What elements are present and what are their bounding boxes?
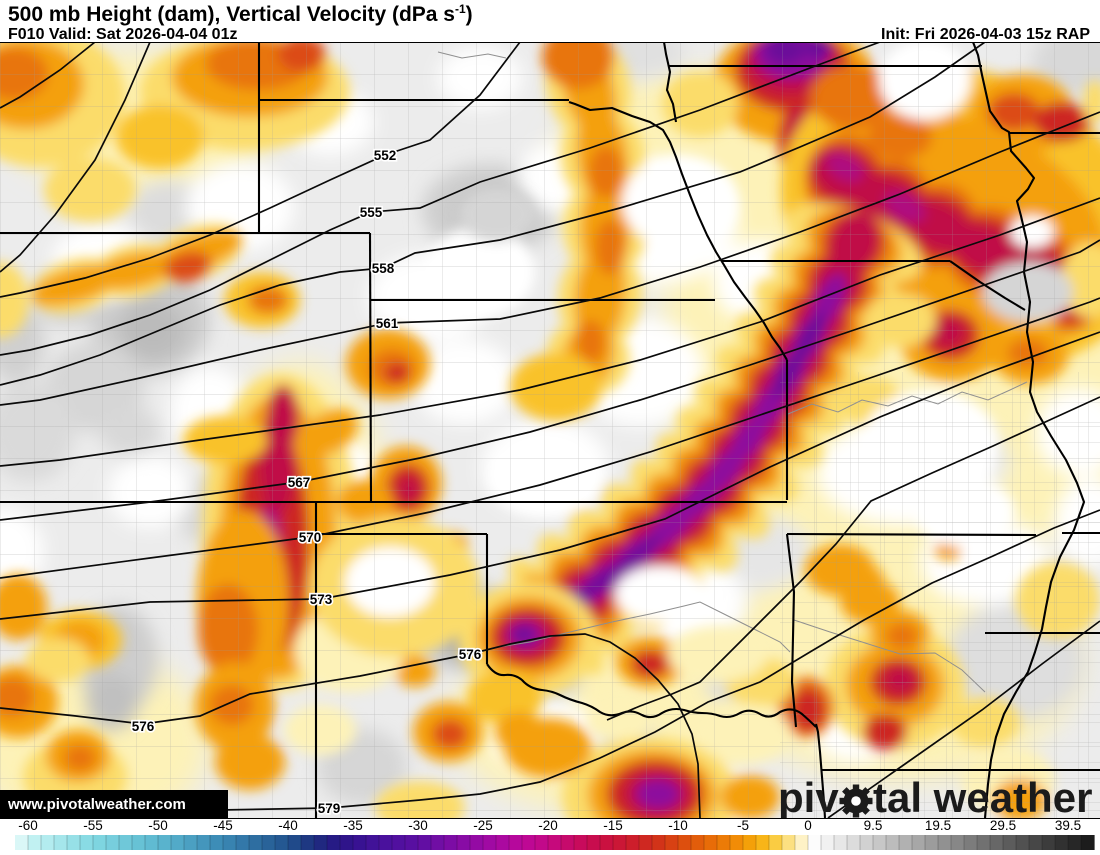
svg-text:tal weather: tal weather [873,774,1092,818]
svg-text:567: 567 [288,475,311,490]
svg-text:573: 573 [310,592,333,607]
svg-text:552: 552 [374,148,397,163]
svg-text:576: 576 [459,647,482,662]
svg-text:www.pivotalweather.com: www.pivotalweather.com [7,796,186,813]
svg-text:561: 561 [376,316,399,331]
svg-text:piv: piv [778,774,839,818]
svg-text:570: 570 [299,530,322,545]
svg-text:555: 555 [360,205,383,220]
svg-text:579: 579 [318,801,341,816]
svg-text:576: 576 [132,719,155,734]
svg-text:558: 558 [372,261,395,276]
